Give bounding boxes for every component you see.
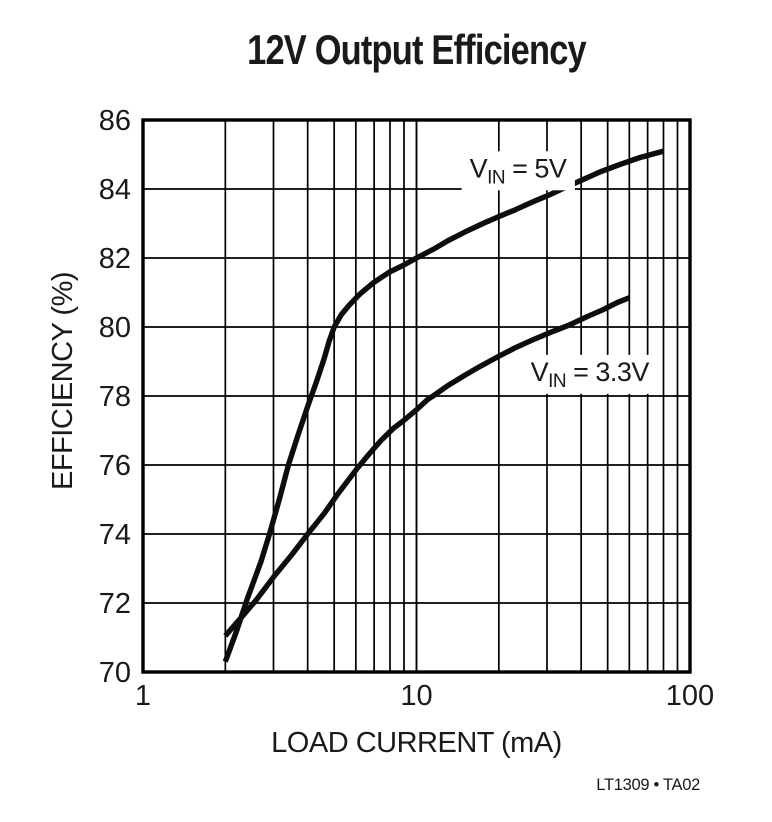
y-tick-label: 80 [99, 312, 131, 344]
curve-label-mask [461, 151, 575, 191]
y-axis-title: EFFICIENCY (%) [47, 272, 79, 490]
chart-title: 12V Output Efficiency [247, 26, 587, 73]
y-tick-label: 84 [99, 174, 131, 206]
x-tick-label: 100 [666, 680, 714, 712]
y-tick-label: 76 [99, 450, 131, 482]
curve-vin-5v [222, 148, 665, 663]
part-number-note: LT1309 • TA02 [596, 776, 700, 794]
curve-label-mask [522, 354, 658, 394]
curve-label-3.3v: VIN = 3.3V [531, 357, 650, 392]
y-tick-label: 72 [99, 588, 131, 620]
y-tick-label: 74 [99, 519, 131, 551]
y-tick-label: 86 [99, 105, 131, 137]
x-tick-label: 10 [400, 680, 432, 712]
y-tick-label: 70 [99, 657, 131, 689]
x-axis-title: LOAD CURRENT (mA) [271, 727, 562, 759]
curve-label-5v: VIN = 5V [470, 153, 567, 188]
y-tick-label: 82 [99, 243, 131, 275]
y-tick-label: 78 [99, 381, 131, 413]
curve-vin-3.3v [223, 295, 631, 638]
plot-border [141, 118, 692, 674]
x-tick-label: 1 [135, 680, 151, 712]
